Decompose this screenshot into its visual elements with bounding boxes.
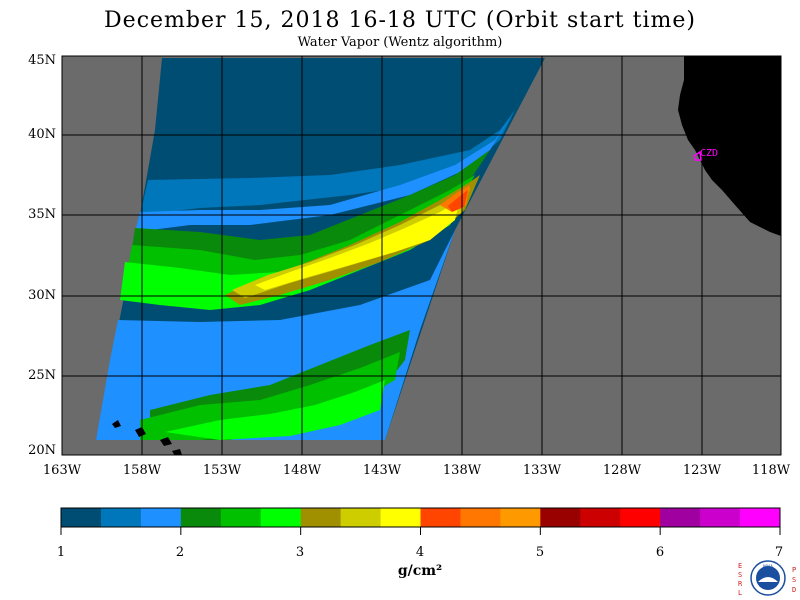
lat-label: 35N xyxy=(28,207,56,222)
colorbar-tick-label: 5 xyxy=(535,545,545,560)
colorbar-swatch xyxy=(620,508,661,527)
lon-label: 138W xyxy=(442,463,482,478)
page-title: December 15, 2018 16-18 UTC (Orbit start… xyxy=(104,8,696,33)
graticule xyxy=(62,56,781,455)
noaa-logo: E S R L P S D NOAA xyxy=(738,560,796,597)
colorbar-tick-label: 2 xyxy=(175,545,185,560)
lon-label: 133W xyxy=(522,463,562,478)
ar-red-orange xyxy=(448,190,468,212)
logo-right-letter: S xyxy=(792,576,796,584)
colorbar-swatch xyxy=(380,508,421,527)
california-land xyxy=(678,56,781,236)
colorbar-swatch xyxy=(300,508,342,527)
green-band-south-bright xyxy=(140,352,400,440)
colorbar-swatch xyxy=(580,508,621,527)
lat-label: 30N xyxy=(28,288,56,303)
lat-label: 45N xyxy=(28,53,56,68)
colorbar-swatch xyxy=(420,508,461,527)
colorbar-unit: g/cm² xyxy=(397,563,443,579)
colorbar-swatch xyxy=(340,508,382,527)
colorbar-tick-label: 4 xyxy=(415,545,425,560)
colorbar-tick-label: 6 xyxy=(655,545,665,560)
lat-label: 40N xyxy=(28,127,56,142)
colorbar-swatch xyxy=(140,508,182,527)
colorbar-tick-label: 3 xyxy=(295,545,305,560)
colorbar-swatch xyxy=(660,508,701,527)
colorbar-swatch xyxy=(220,508,262,527)
page-subtitle: Water Vapor (Wentz algorithm) xyxy=(297,35,503,50)
ar-yellow xyxy=(255,200,460,290)
station-marker: CZD xyxy=(693,148,718,161)
lon-label: 118W xyxy=(751,463,791,478)
logo-right-letter: D xyxy=(792,586,796,594)
colorbar xyxy=(60,507,781,535)
green-band-lime xyxy=(120,195,465,310)
colorbar-swatch xyxy=(100,508,142,527)
logo-noaa-text: NOAA xyxy=(763,564,773,569)
green-band-north-bright xyxy=(125,175,475,292)
lon-label: 128W xyxy=(602,463,642,478)
lon-label: 143W xyxy=(362,463,402,478)
hawaii-island-1 xyxy=(112,420,121,428)
hawaii-island-3 xyxy=(160,437,172,446)
ar-yellow-dark xyxy=(232,188,470,298)
lon-label: 153W xyxy=(202,463,242,478)
logo-left-letter: R xyxy=(738,580,743,588)
colorbar-swatch xyxy=(700,508,741,527)
green-band-south-lime xyxy=(165,380,385,440)
colorbar-swatch xyxy=(61,508,102,527)
colorbar-swatch xyxy=(740,508,781,527)
swath-band-1-5-2 xyxy=(140,110,515,215)
lon-label: 158W xyxy=(122,463,162,478)
lat-label: 25N xyxy=(28,368,56,383)
colorbar-swatch xyxy=(460,508,501,527)
logo-right-letter: P xyxy=(792,566,796,574)
logo-left-letter: S xyxy=(738,571,742,579)
colorbar-tick-label: 1 xyxy=(56,545,66,560)
colorbar-swatch xyxy=(260,508,302,527)
swath-band-2-0-top xyxy=(135,118,510,232)
logo-left-letter: E xyxy=(738,562,742,570)
hawaii-island-2 xyxy=(135,427,146,437)
colorbar-tick-label: 7 xyxy=(774,545,784,560)
hawaii-island-4 xyxy=(172,449,182,455)
logo-left-letter: L xyxy=(738,589,742,597)
lat-label: 20N xyxy=(28,443,56,458)
lon-label: 163W xyxy=(42,463,82,478)
lon-label: 123W xyxy=(682,463,722,478)
lon-label: 148W xyxy=(282,463,322,478)
colorbar-swatch xyxy=(540,508,581,527)
map-frame xyxy=(61,55,782,456)
green-band-north xyxy=(130,150,490,280)
colorbar-swatch xyxy=(180,508,222,527)
station-label: CZD xyxy=(700,148,718,159)
colorbar-swatch xyxy=(500,508,541,527)
